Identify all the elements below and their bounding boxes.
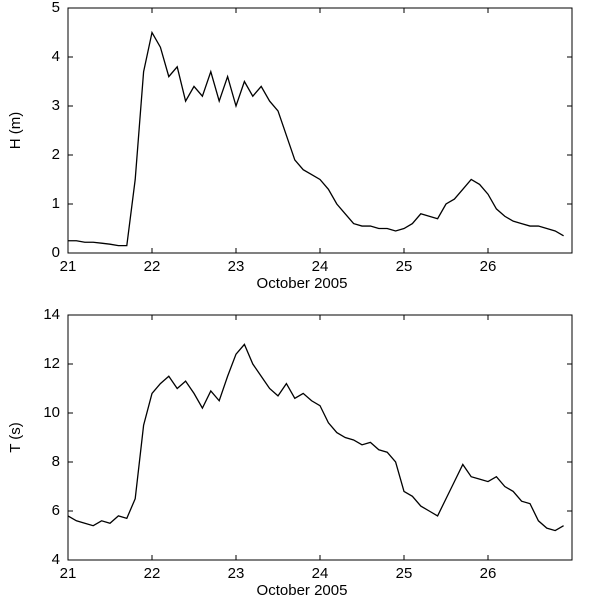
x-tick-label: 26 (480, 565, 497, 582)
y-tick-label: 1 (52, 195, 60, 212)
y-axis-label: T (s) (7, 422, 24, 453)
y-tick-label: 4 (52, 551, 60, 568)
x-tick-label: 25 (396, 258, 413, 275)
y-tick-label: 0 (52, 244, 60, 261)
y-tick-label: 5 (52, 0, 60, 16)
data-line (67, 343, 564, 532)
x-tick-label: 23 (228, 258, 245, 275)
y-tick-label: 6 (52, 502, 60, 519)
x-tick-label: 24 (312, 565, 329, 582)
y-tick-label: 2 (52, 146, 60, 163)
y-tick-label: 12 (43, 355, 60, 372)
x-tick-label: 21 (60, 258, 77, 275)
x-tick-label: 24 (312, 258, 329, 275)
axes-box (67, 7, 573, 254)
y-tick-label: 8 (52, 453, 60, 470)
axes-box (67, 314, 573, 561)
y-tick-label: 4 (52, 48, 60, 65)
y-tick-label: 10 (43, 404, 60, 421)
x-tick-label: 23 (228, 565, 245, 582)
y-tick-label: 3 (52, 97, 60, 114)
x-tick-label: 22 (144, 258, 161, 275)
y-tick-label: 14 (43, 306, 60, 323)
x-axis-label: October 2005 (257, 582, 348, 599)
x-axis-label: October 2005 (257, 275, 348, 292)
x-tick-label: 25 (396, 565, 413, 582)
x-tick-label: 22 (144, 565, 161, 582)
y-axis-label: H (m) (7, 112, 24, 150)
data-line (68, 30, 564, 247)
x-tick-label: 21 (60, 565, 77, 582)
x-tick-label: 26 (480, 258, 497, 275)
